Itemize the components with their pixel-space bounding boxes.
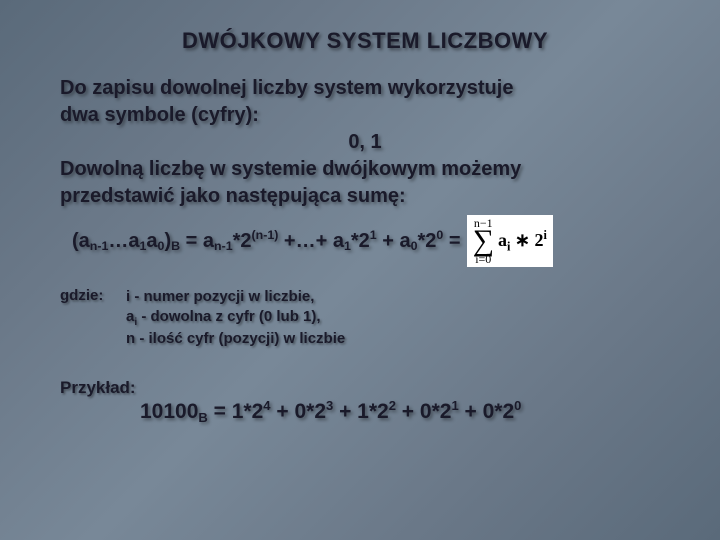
sb-a: a (498, 230, 507, 250)
sb-sup: i (543, 228, 546, 242)
where-line-1: i - numer pozycji w liczbie, (126, 287, 345, 307)
example-label: Przykład: (60, 378, 670, 398)
f-t1m: *2 (233, 230, 252, 252)
ex-p3: + 0*2 (396, 400, 451, 423)
where-label: gdzie: (60, 287, 126, 348)
where-line-3: n - ilość cyfr (pozycji) w liczbie (126, 329, 345, 349)
f-t3m: *2 (418, 230, 437, 252)
f-t3s: 0 (411, 239, 418, 253)
sigma-lower: i=0 (475, 253, 491, 265)
sb-mid: ∗ 2 (510, 230, 543, 250)
f-t2e: 1 (370, 228, 377, 242)
symbols-line: 0, 1 (60, 130, 670, 155)
f-sub1: n-1 (90, 239, 109, 253)
f-p2: + a (377, 230, 411, 252)
example-formula: 10100B = 1*24 + 0*23 + 1*22 + 0*21 + 0*2… (60, 400, 670, 424)
f-t3e: 0 (436, 228, 443, 242)
intro-line-1: Do zapisu dowolnej liczby system wykorzy… (60, 76, 670, 101)
ex-p2: + 1*2 (333, 400, 388, 423)
ex-e3: 3 (326, 398, 333, 413)
ex-e4: 4 (263, 398, 270, 413)
f-t1e: (n-1) (252, 228, 279, 242)
ex-e1: 1 (451, 398, 458, 413)
f-sub3: 0 (158, 239, 165, 253)
f-sub2: 1 (140, 239, 147, 253)
f-t2s: 1 (344, 239, 351, 253)
general-formula-row: (an-1…a1a0)B = an-1*2(n-1) +…+ a1*21 + a… (60, 215, 670, 267)
f-mid2: a (146, 230, 157, 252)
sentence-line-2: przedstawić jako następująca sumę: (60, 184, 670, 209)
f-base: B (171, 239, 180, 253)
ex-e0: 0 (514, 398, 521, 413)
f-mid1: …a (108, 230, 139, 252)
general-formula: (an-1…a1a0)B = an-1*2(n-1) +…+ a1*21 + a… (60, 230, 461, 253)
ex-e2: 2 (389, 398, 396, 413)
sigma-symbol: ∑ (473, 229, 494, 253)
sentence-line-1: Dowolną liczbę w systemie dwójkowym może… (60, 157, 670, 182)
f-tail: = (443, 230, 460, 252)
intro-line-2: dwa symbole (cyfry): (60, 103, 670, 128)
f-t2m: *2 (351, 230, 370, 252)
slide-title: DWÓJKOWY SYSTEM LICZBOWY (60, 28, 670, 54)
sigma-body: ai ∗ 2i (498, 228, 547, 255)
f-open: (a (72, 230, 90, 252)
f-t1s: n-1 (214, 239, 233, 253)
sigma-image: n−1 ∑ i=0 ai ∗ 2i (467, 215, 553, 267)
ex-num: 10100 (140, 400, 198, 423)
where-line-2: ai - dowolna z cyfr (0 lub 1), (126, 307, 345, 329)
f-p1: +…+ a (278, 230, 344, 252)
wl2b: - dowolna z cyfr (0 lub 1), (137, 308, 320, 325)
ex-base: B (198, 410, 207, 425)
ex-p4: + 0*2 (459, 400, 514, 423)
ex-eq: = 1*2 (208, 400, 263, 423)
f-eq: = a (180, 230, 214, 252)
ex-p1: + 0*2 (271, 400, 326, 423)
where-block: gdzie: i - numer pozycji w liczbie, ai -… (60, 287, 670, 348)
